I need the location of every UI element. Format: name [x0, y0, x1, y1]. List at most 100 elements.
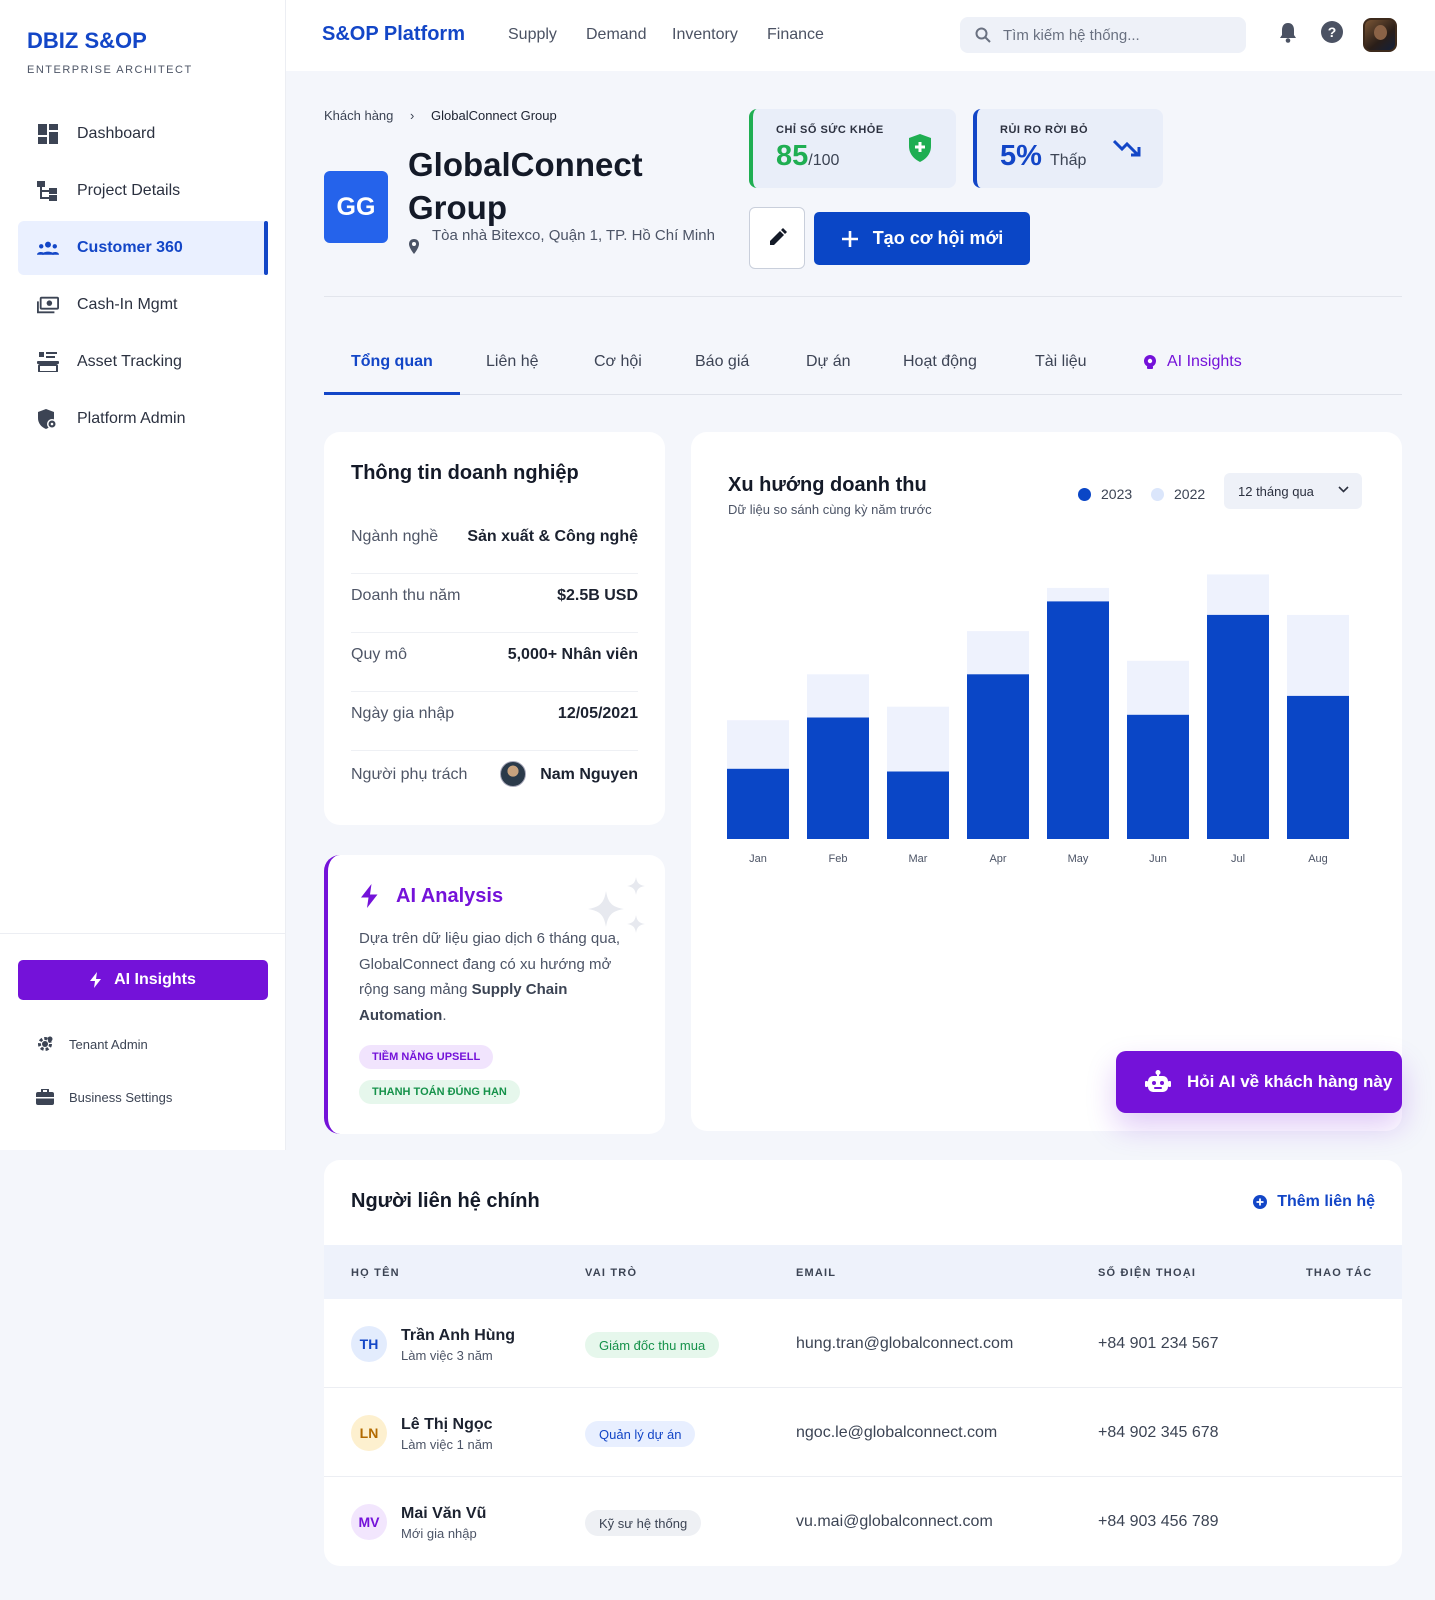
x-tick-label: Apr [989, 853, 1006, 865]
help-icon[interactable]: ? [1320, 20, 1344, 44]
sidebar-item-platform-admin[interactable]: Platform Admin [18, 392, 268, 446]
ai-analysis-card: AI Analysis Dựa trên dữ liệu giao dịch 6… [324, 855, 665, 1134]
sidebar: DBIZ S&OP ENTERPRISE ARCHITECT Dashboard… [0, 0, 286, 1150]
bell-icon[interactable] [1276, 20, 1300, 44]
contact-email[interactable]: ngoc.le@globalconnect.com [796, 1424, 998, 1441]
briefcase-icon [36, 1088, 54, 1106]
info-value: Sản xuất & Công nghệ [467, 528, 638, 545]
bar-2023-jul [1207, 614, 1269, 839]
column-header: HỌ TÊN [351, 1267, 400, 1279]
location-pin-icon [409, 239, 419, 254]
tab-contacts[interactable]: Liên hệ [486, 353, 539, 370]
contact-phone[interactable]: +84 902 345 678 [1098, 1424, 1219, 1441]
revenue-bar-chart: Jan Feb Mar Apr May Jun Jul Aug [727, 574, 1349, 865]
info-value: 5,000+ Nhân viên [507, 646, 638, 663]
table-row[interactable]: LN Lê Thị Ngọc Làm việc 1 năm Quản lý dự… [324, 1388, 1402, 1477]
company-logo: GG [324, 171, 388, 243]
brand-logo[interactable]: DBIZ S&OP [27, 28, 147, 53]
x-tick-label: Mar [909, 853, 928, 865]
info-key: Người phụ trách [351, 766, 468, 783]
contacts-table-header: HỌ TÊN VAI TRÒ EMAIL SỐ ĐIỆN THOẠI THAO … [324, 1245, 1402, 1299]
search-placeholder: Tìm kiếm hệ thống... [1003, 26, 1140, 44]
tab-projects[interactable]: Dự án [806, 353, 851, 370]
app-title[interactable]: S&OP Platform [322, 23, 465, 45]
contact-initials-avatar: LN [351, 1415, 387, 1451]
sidebar-item-asset-tracking[interactable]: Asset Tracking [18, 335, 268, 389]
contact-email[interactable]: hung.tran@globalconnect.com [796, 1335, 1014, 1352]
x-tick-label: May [1068, 853, 1089, 865]
plus-circle-icon [1253, 1195, 1268, 1209]
tenant-admin-label: Tenant Admin [69, 1036, 148, 1052]
ai-analysis-title: AI Analysis [396, 885, 504, 907]
table-row[interactable]: TH Trần Anh Hùng Làm việc 3 năm Giám đốc… [324, 1299, 1402, 1388]
robot-icon [1145, 1070, 1171, 1092]
menu-demand[interactable]: Demand [586, 26, 647, 43]
business-settings-link[interactable]: Business Settings [36, 1088, 172, 1106]
tab-overview[interactable]: Tổng quan [351, 353, 433, 370]
contact-phone[interactable]: +84 903 456 789 [1098, 1513, 1219, 1530]
admin-shield-icon [37, 408, 59, 430]
legend-2023: 2023 [1078, 486, 1132, 502]
asset-icon [37, 351, 59, 373]
sidebar-divider [0, 933, 286, 934]
health-score-card: CHỈ SỐ SỨC KHỎE 85/100 [749, 109, 956, 188]
sidebar-item-label: Dashboard [77, 125, 156, 142]
info-value: 12/05/2021 [557, 705, 638, 722]
churn-risk-label: RỦI RO RỜI BỎ [1000, 124, 1088, 136]
revenue-chart-card: Xu hướng doanh thu Dữ liệu so sánh cùng … [691, 432, 1402, 1131]
svg-text:?: ? [1328, 24, 1337, 40]
create-opportunity-label: Tạo cơ hội mới [872, 228, 1004, 248]
tab-ai-insights[interactable]: AI Insights [1143, 353, 1242, 371]
menu-supply[interactable]: Supply [508, 26, 557, 43]
contact-initials-avatar: MV [351, 1504, 387, 1540]
legend-2022: 2022 [1151, 486, 1205, 502]
range-select[interactable]: 12 tháng qua [1224, 473, 1362, 509]
sidebar-item-project-details[interactable]: Project Details [18, 164, 268, 218]
tab-activities[interactable]: Hoạt động [903, 353, 977, 370]
churn-risk-value: 5% Thấp [1000, 140, 1087, 172]
create-opportunity-button[interactable]: Tạo cơ hội mới [814, 212, 1030, 265]
contact-email[interactable]: vu.mai@globalconnect.com [796, 1513, 993, 1530]
chart-title: Xu hướng doanh thu [728, 474, 927, 496]
tab-opportunities[interactable]: Cơ hội [594, 353, 642, 370]
tab-quotes[interactable]: Báo giá [695, 353, 750, 370]
bar-2023-jun [1127, 714, 1189, 839]
churn-risk-card: RỦI RO RỜI BỎ 5% Thấp [973, 109, 1163, 188]
bar-2023-apr [967, 674, 1029, 839]
info-value[interactable]: Nam Nguyen [540, 766, 638, 783]
contact-tenure: Làm việc 3 năm [401, 1348, 493, 1363]
contact-name[interactable]: Lê Thị Ngọc [401, 1416, 493, 1433]
business-info-title: Thông tin doanh nghiệp [351, 462, 579, 484]
ask-ai-label: Hỏi AI về khách hàng này [1187, 1072, 1393, 1091]
range-select-value: 12 tháng qua [1238, 483, 1314, 499]
project-tree-icon [37, 180, 59, 202]
contacts-card: Người liên hệ chính Thêm liên hệ HỌ TÊN … [324, 1160, 1402, 1566]
bar-2023-may [1047, 601, 1109, 839]
user-avatar[interactable] [1363, 18, 1397, 52]
contact-phone[interactable]: +84 901 234 567 [1098, 1335, 1219, 1352]
tag-on-time-payment: THANH TOÁN ĐÚNG HẠN [359, 1080, 520, 1104]
business-info-card: Thông tin doanh nghiệp Ngành nghề Sản xu… [324, 432, 665, 825]
ask-ai-button[interactable]: Hỏi AI về khách hàng này [1116, 1051, 1402, 1113]
ai-insights-button[interactable]: AI Insights [18, 960, 268, 1000]
breadcrumb-separator: › [410, 108, 415, 123]
contact-name[interactable]: Trần Anh Hùng [401, 1327, 516, 1344]
sidebar-item-customer-360[interactable]: Customer 360 [18, 221, 268, 275]
sidebar-item-label: Project Details [77, 182, 181, 199]
breadcrumb-parent[interactable]: Khách hàng [324, 108, 394, 123]
edit-button[interactable] [749, 207, 805, 269]
contact-name[interactable]: Mai Văn Vũ [401, 1505, 487, 1522]
ai-analysis-text: Dựa trên dữ liệu giao dịch 6 tháng qua, … [359, 930, 621, 1024]
menu-inventory[interactable]: Inventory [672, 26, 738, 43]
info-row-size: Quy mô 5,000+ Nhân viên [351, 646, 638, 692]
tenant-admin-link[interactable]: Tenant Admin [36, 1035, 148, 1053]
add-contact-button[interactable]: Thêm liên hệ [1253, 1193, 1375, 1211]
gear-icon [36, 1035, 54, 1053]
menu-finance[interactable]: Finance [767, 26, 824, 43]
sidebar-item-cash-in[interactable]: Cash-In Mgmt [18, 278, 268, 332]
tab-documents[interactable]: Tài liệu [1035, 353, 1087, 370]
search-input[interactable]: Tìm kiếm hệ thống... [960, 17, 1246, 53]
table-row[interactable]: MV Mai Văn Vũ Mới gia nhập Kỹ sư hệ thốn… [324, 1477, 1402, 1566]
column-header: THAO TÁC [1306, 1267, 1373, 1279]
sidebar-item-dashboard[interactable]: Dashboard [18, 107, 268, 161]
